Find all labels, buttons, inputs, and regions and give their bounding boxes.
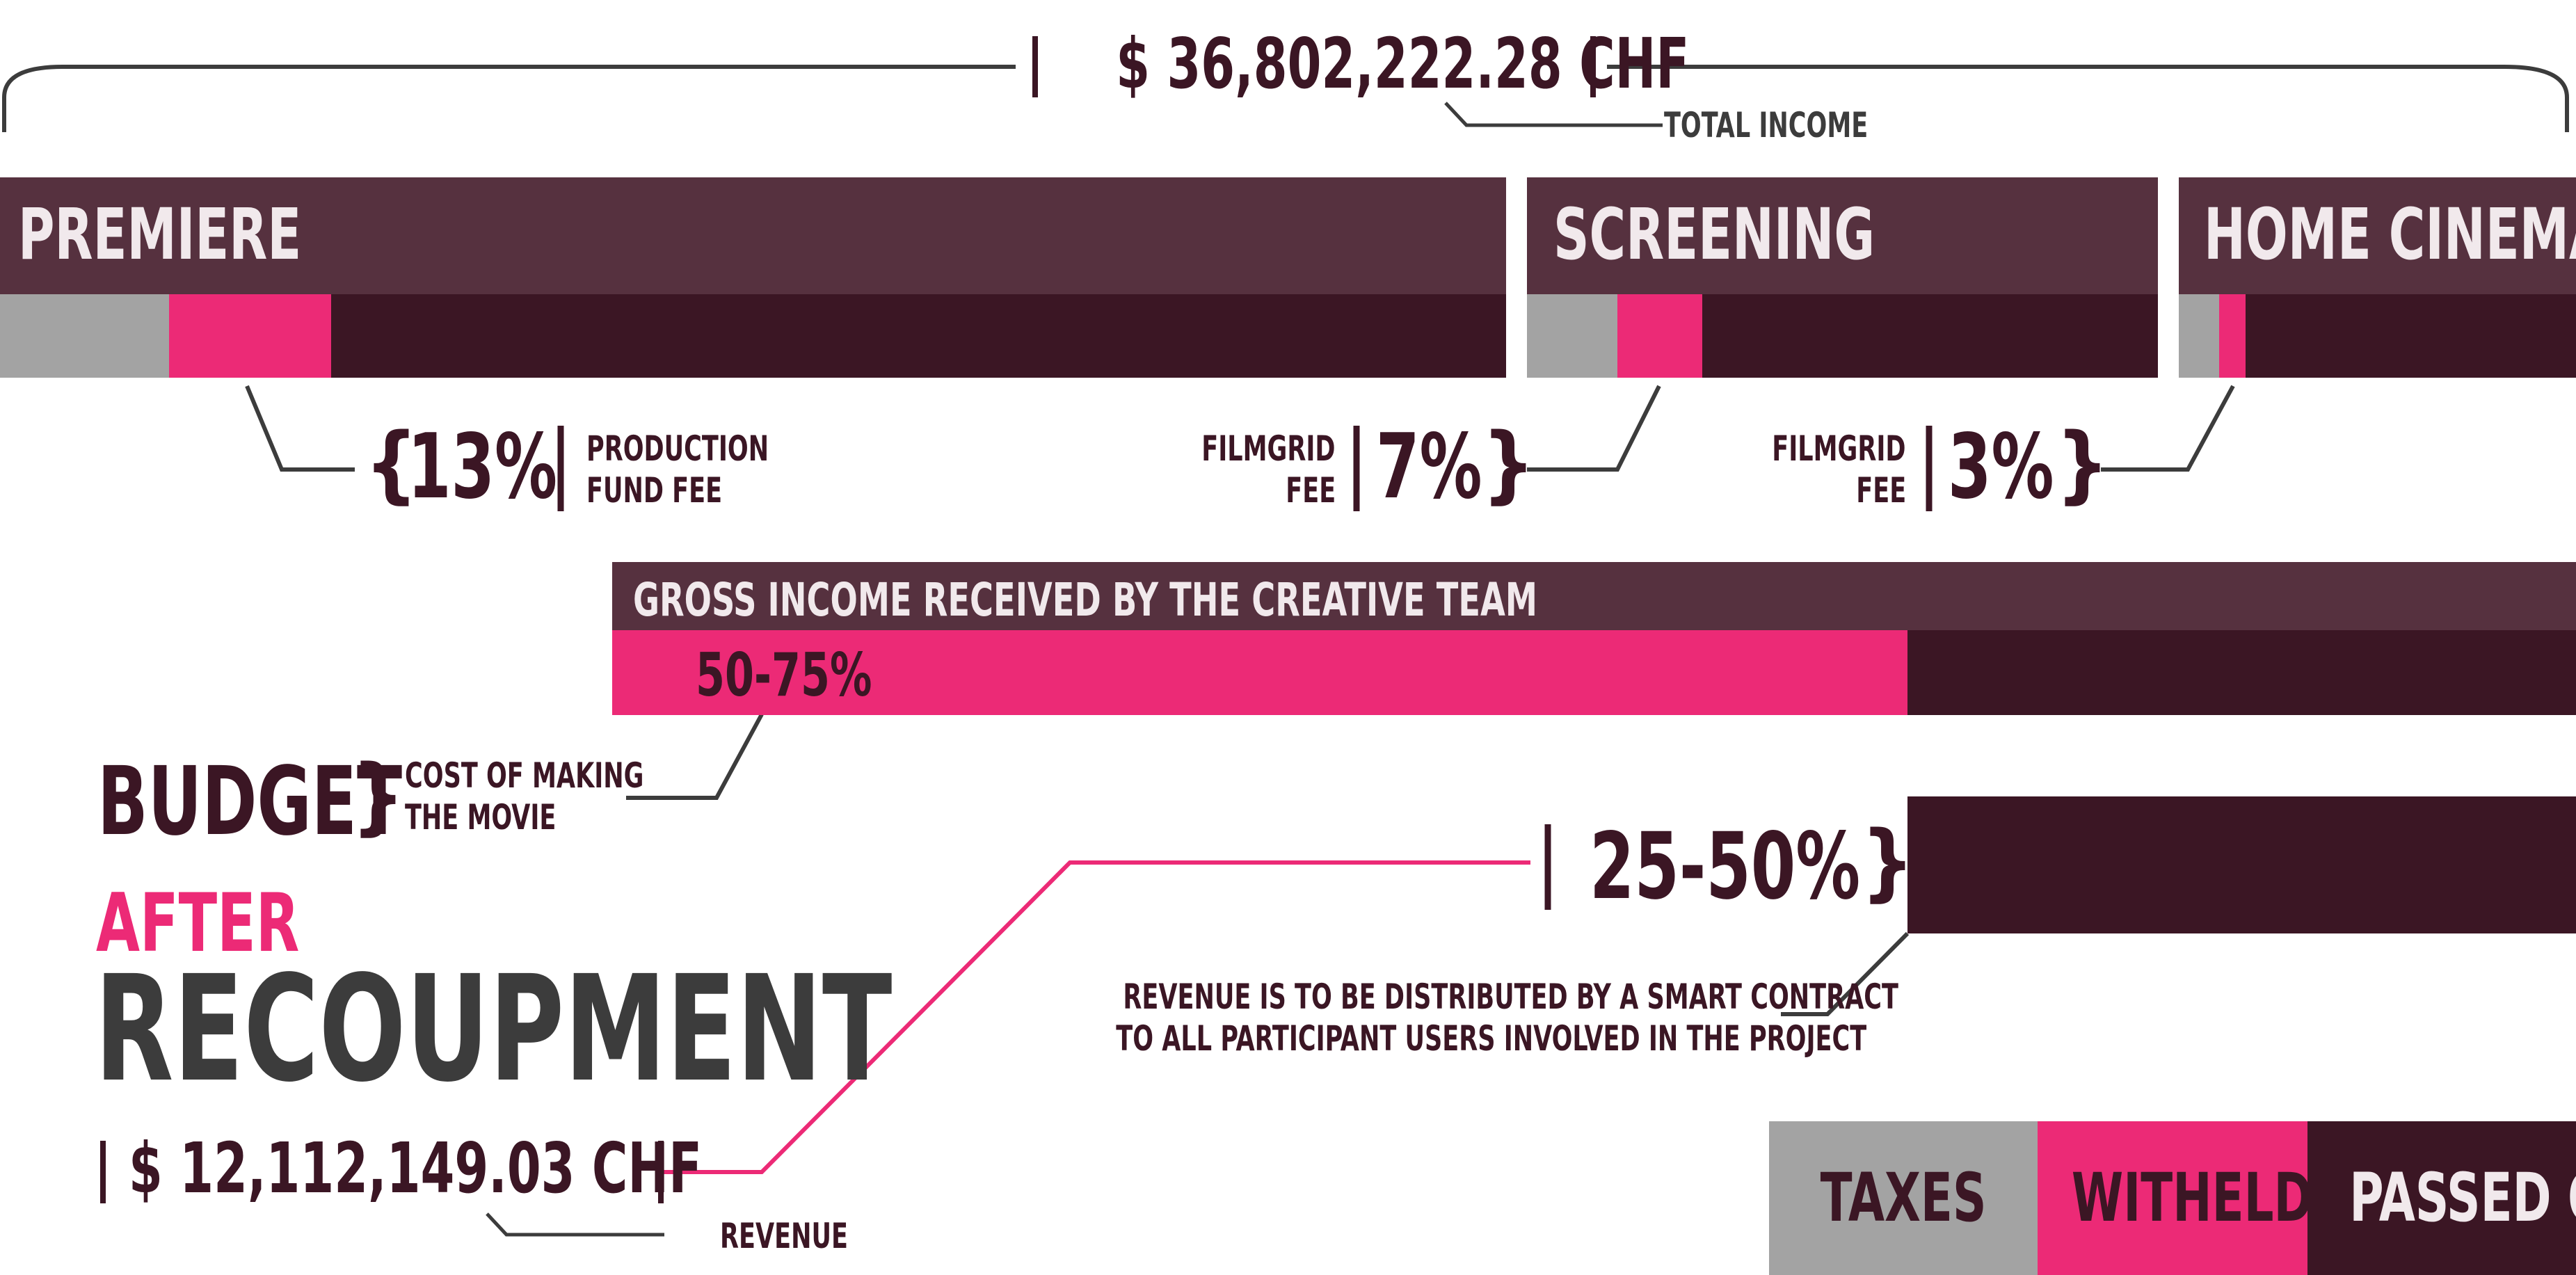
screening-fee-leader <box>1527 385 1661 472</box>
legend-witheld: WITHELD <box>2038 1121 2313 1275</box>
screening-fee-close-brace: } <box>1482 416 1535 513</box>
revenue-pink-line <box>661 860 1530 1174</box>
screening-bar-header <box>1527 177 2158 294</box>
distribution-note-2: TO ALL PARTICIPANT USERS INVOLVED IN THE… <box>1116 1018 1867 1059</box>
total-income-label: TOTAL INCOME <box>1664 105 1869 145</box>
total-income-brace-right <box>1607 65 2569 132</box>
budget-brace: } <box>351 748 405 844</box>
gross-income-title: GROSS INCOME RECEIVED BY THE CREATIVE TE… <box>633 573 1537 627</box>
screening-passed-segment <box>1702 294 2158 378</box>
revenue-label: REVENUE <box>720 1216 848 1256</box>
total-income-brace <box>2 65 1016 132</box>
distribution-brace: } <box>1861 814 1914 911</box>
home-fee-pct: 3% <box>1948 415 2054 519</box>
screening-fee-pct: 7% <box>1376 415 1482 519</box>
production-fee-leader <box>245 385 355 472</box>
legend-passed-on: PASSED ON <box>2307 1121 2576 1275</box>
budget-title: BUDGET <box>97 747 403 857</box>
premiere-bar-header <box>0 177 1506 294</box>
screening-taxes-segment <box>1527 294 1617 378</box>
distribution-bar <box>1907 796 2576 933</box>
after-label: AFTER <box>96 876 300 970</box>
legend-taxes: TAXES <box>1769 1121 2038 1275</box>
gross-income-pct: 50-75% <box>696 641 872 710</box>
production-fee-label-1: PRODUCTION <box>586 428 769 469</box>
home-fee-leader <box>2101 385 2235 472</box>
premiere-taxes-segment <box>0 294 169 378</box>
recoupment-label: RECOUPMENT <box>95 944 893 1114</box>
production-fee-label-2: FUND FEE <box>586 470 723 511</box>
premiere-title: PREMIERE <box>18 193 302 276</box>
home-cinema-taxes-segment <box>2179 294 2219 378</box>
gross-income-passed-segment <box>1907 630 2576 715</box>
distribution-pct: 25-50% <box>1590 813 1861 920</box>
home-cinema-bar-header <box>2179 177 2576 294</box>
screening-witheld-segment <box>1617 294 1702 378</box>
legend-witheld-label: WITHELD <box>2071 1159 2313 1237</box>
legend-taxes-label: TAXES <box>1820 1159 1987 1237</box>
gross-income-header <box>612 562 2576 630</box>
total-income-amount: $ 36,802,222.28 CHF <box>1116 23 1690 104</box>
distribution-leader <box>1781 931 1910 1016</box>
revenue-leader <box>486 1212 664 1237</box>
production-fee-pct: 13% <box>408 415 557 519</box>
premiere-witheld-segment <box>169 294 331 378</box>
screening-fee-label-1: FILMGRID <box>1201 428 1336 469</box>
home-fee-label-1: FILMGRID <box>1772 428 1906 469</box>
production-fee-open-brace: { <box>365 416 418 513</box>
home-cinema-passed-segment <box>2246 294 2576 378</box>
home-fee-close-brace: } <box>2056 416 2109 513</box>
budget-leader <box>626 713 764 800</box>
premiere-passed-segment <box>331 294 1506 378</box>
total-income-leader <box>1444 102 1663 127</box>
gross-income-witheld-segment <box>612 630 1907 715</box>
legend-passed-on-label: PASSED ON <box>2349 1159 2576 1237</box>
screening-fee-label-2: FEE <box>1286 470 1336 511</box>
home-fee-label-2: FEE <box>1856 470 1906 511</box>
budget-note-1: COST OF MAKING <box>405 755 644 796</box>
distribution-note-1: REVENUE IS TO BE DISTRIBUTED BY A SMART … <box>1123 977 1898 1017</box>
screening-title: SCREENING <box>1553 193 1875 276</box>
legend: TAXES WITHELD PASSED ON <box>1769 1121 2576 1275</box>
home-cinema-title: HOME CINEMA <box>2204 193 2576 276</box>
budget-note-2: THE MOVIE <box>405 797 557 837</box>
revenue-amount: $ 12,112,149.03 CHF <box>129 1128 703 1209</box>
home-cinema-witheld-segment <box>2219 294 2246 378</box>
